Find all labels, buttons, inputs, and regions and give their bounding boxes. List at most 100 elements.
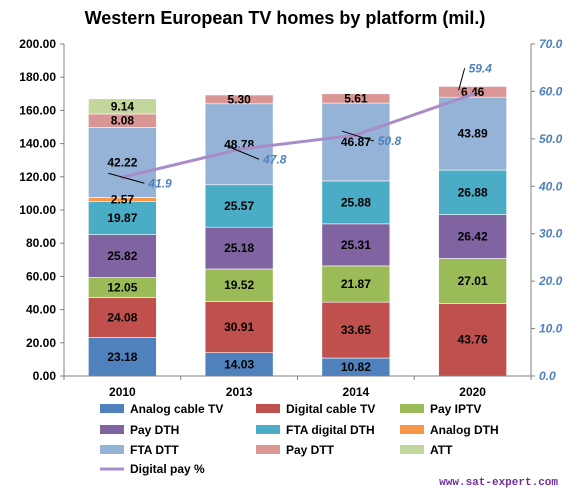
- bar-value-label: 25.57: [224, 199, 254, 213]
- legend-label: Pay DTT: [286, 443, 335, 457]
- bar-att: [88, 98, 157, 115]
- bar-value-label: 25.18: [224, 241, 254, 255]
- bar-pay-dth: [321, 223, 391, 267]
- y-tick-label: 200.00: [19, 37, 56, 51]
- line-value-label: 59.4: [469, 61, 493, 75]
- legend-swatch-digital-cable-tv: [256, 404, 280, 413]
- bar-pay-dtt: [321, 93, 391, 104]
- x-tick-label: 2013: [226, 385, 253, 399]
- bar-value-label: 25.31: [341, 238, 371, 252]
- y-tick-label: 140.00: [19, 137, 56, 151]
- bar-value-label: 25.82: [107, 249, 137, 263]
- leader-line: [341, 130, 375, 142]
- segment-labels: 23.18 24.08 12.05 25.82 19.87 2.57 42.22 8.089.…: [107, 85, 488, 374]
- bar-value-label: 43.76: [458, 333, 488, 347]
- y-tick-label: 180.00: [19, 70, 56, 84]
- leader-line: [224, 144, 260, 160]
- y-tick-label: 100.00: [19, 203, 56, 217]
- legend-swatch-pay-dtt: [256, 445, 280, 454]
- legend-swatch-fta-digital-dth: [256, 425, 280, 434]
- legend-swatch-fta-dtt: [100, 445, 124, 454]
- x-axis: 2010 2013 2014 2020: [63, 375, 532, 399]
- legend-swatch-analog-dth: [400, 425, 424, 434]
- legend-label: Pay IPTV: [430, 402, 481, 416]
- y-tick-label: 160.00: [19, 103, 56, 117]
- bar-fta-digital-dth: [204, 184, 274, 228]
- y2-tick-label: 30.0: [539, 227, 563, 241]
- bar-value-label: 9.14: [111, 99, 135, 113]
- bar-fta-digital-dth: [321, 180, 391, 225]
- line-point: [470, 92, 475, 97]
- bar-pay-dth: [438, 214, 507, 259]
- bar-pay-dtt: [438, 86, 507, 98]
- legend-swatch-pay-dth: [100, 425, 124, 434]
- bar-value-label: 42.22: [107, 155, 137, 169]
- legend-label: Analog cable TV: [130, 402, 223, 416]
- bar-digital-cable-tv: [88, 297, 157, 338]
- x-tick-label: 2014: [343, 385, 370, 399]
- x-tick-label: 2010: [109, 385, 136, 399]
- y-tick-label: 60.00: [26, 269, 56, 283]
- bar-value-label: 2.57: [111, 193, 135, 207]
- bar-value-label: 21.87: [341, 277, 371, 291]
- bar-value-label: 25.88: [341, 195, 371, 209]
- line-value-label: 50.8: [378, 134, 402, 148]
- y2-tick-label: 70.0: [539, 37, 563, 51]
- bar-value-label: 5.30: [227, 92, 251, 106]
- legend-label: Digital cable TV: [286, 402, 375, 416]
- y-tick-label: 20.00: [26, 336, 56, 350]
- legend-label: FTA DTT: [130, 443, 179, 457]
- bar-value-label: 5.61: [344, 91, 368, 105]
- legend: Analog cable TV Digital cable TV Pay IPTV P…: [100, 402, 499, 476]
- watermark: www.sat-expert.com: [439, 477, 558, 489]
- bar-value-label: 30.91: [224, 320, 254, 334]
- bar-fta-dtt: [321, 102, 391, 182]
- legend-label: ATT: [430, 443, 453, 457]
- bars: [88, 86, 507, 377]
- secondary-y-axis: 0.0 10.0 20.0 30.0 40.0 50.0 60.0 70.0: [530, 37, 563, 383]
- y2-tick-label: 20.0: [538, 274, 563, 288]
- y-tick-label: 40.00: [26, 303, 56, 317]
- line-value-label: 41.9: [147, 176, 172, 190]
- bar-value-label: 26.88: [458, 185, 488, 199]
- y-axis: 0.00 20.00 40.00 60.00 80.00 100.00 120.00 140.…: [19, 37, 65, 383]
- y-tick-label: 0.00: [33, 369, 57, 383]
- line-value-label: 47.8: [262, 152, 287, 166]
- y2-tick-label: 60.0: [539, 84, 563, 98]
- digital-pay-line: 41.9 47.8 50.8 59.4: [108, 61, 492, 190]
- bar-value-label: 33.65: [341, 323, 371, 337]
- bar-analog-cable-tv: [88, 337, 157, 377]
- leader-line: [458, 68, 466, 91]
- y2-tick-label: 40.0: [538, 179, 563, 193]
- bar-fta-dtt: [438, 96, 507, 171]
- y2-tick-label: 10.0: [539, 322, 563, 336]
- bar-value-label: 19.52: [224, 278, 254, 292]
- bar-value-label: 24.08: [107, 311, 137, 325]
- bar-digital-cable-tv: [438, 303, 507, 377]
- legend-label: Analog DTH: [430, 423, 499, 437]
- bar-value-label: 43.89: [458, 127, 488, 141]
- bar-pay-dtt: [204, 94, 274, 105]
- leader-line: [108, 172, 145, 184]
- legend-swatch-att: [400, 445, 424, 454]
- bar-value-label: 12.05: [107, 281, 137, 295]
- bar-value-label: 26.42: [458, 230, 488, 244]
- y2-tick-label: 50.0: [539, 132, 563, 146]
- y2-tick-label: 0.0: [539, 369, 556, 383]
- bar-value-label: 23.18: [107, 350, 137, 364]
- bar-value-label: 19.87: [107, 211, 137, 225]
- y-tick-label: 120.00: [19, 170, 56, 184]
- legend-label: Digital pay %: [130, 462, 205, 476]
- bar-pay-iptv: [204, 268, 274, 302]
- legend-label: Pay DTH: [130, 423, 179, 437]
- bar-pay-dth: [204, 226, 274, 270]
- bar-fta-dtt: [204, 103, 274, 186]
- y-tick-label: 80.00: [26, 236, 56, 250]
- x-tick-label: 2020: [459, 385, 486, 399]
- legend-swatch-analog-cable-tv: [100, 404, 124, 413]
- bar-value-label: 46.87: [341, 135, 371, 149]
- legend-swatch-pay-iptv: [400, 404, 424, 413]
- bar-value-label: 8.08: [111, 114, 135, 128]
- bar-value-label: 10.82: [341, 360, 371, 374]
